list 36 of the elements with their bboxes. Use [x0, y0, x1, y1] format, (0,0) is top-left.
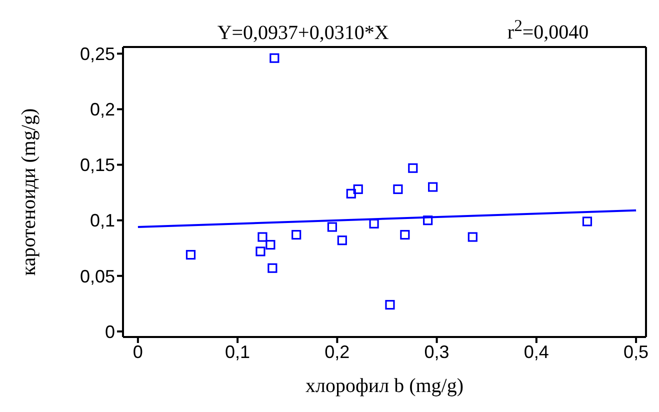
- point: [258, 232, 268, 242]
- point: [292, 230, 302, 240]
- x-tick-label: 0,3: [424, 342, 450, 362]
- x-tick-label: 0,2: [324, 342, 350, 362]
- text: Y=0,0937+0,0310*X: [217, 22, 389, 45]
- point: [423, 216, 433, 226]
- point: [256, 246, 266, 256]
- point: [428, 182, 438, 192]
- y-tick-label: 0,1: [90, 210, 115, 231]
- point: [346, 188, 356, 198]
- point: [337, 236, 347, 246]
- point: [468, 232, 478, 242]
- point: [369, 218, 379, 228]
- y-tick-label: 0,2: [90, 100, 115, 120]
- point: [393, 184, 403, 194]
- point: [408, 163, 418, 173]
- y-tick-label: 0: [104, 322, 115, 342]
- y-tick-label: 0,05: [80, 266, 115, 286]
- point: [582, 216, 592, 226]
- point: [186, 250, 196, 260]
- point: [327, 222, 337, 232]
- point: [353, 184, 363, 194]
- point: [400, 230, 410, 240]
- y-tick-label: 0,15: [80, 155, 115, 176]
- x-tick-label: 0,5: [624, 342, 649, 362]
- x-tick-label: 0: [132, 342, 143, 362]
- x-tick-label: 0,1: [225, 342, 250, 362]
- point: [270, 53, 280, 63]
- point: [266, 240, 276, 250]
- x-tick-label: 0,4: [524, 342, 549, 362]
- x-axis-title: хлорофил b (mg/g): [305, 375, 464, 397]
- y-tick-label: 0,25: [80, 44, 115, 64]
- point: [385, 300, 395, 310]
- y-axis-title: каротеноиди (mg/g): [18, 108, 40, 276]
- text: r$^{2}$=0,0040: [507, 16, 589, 45]
- point: [268, 263, 278, 273]
